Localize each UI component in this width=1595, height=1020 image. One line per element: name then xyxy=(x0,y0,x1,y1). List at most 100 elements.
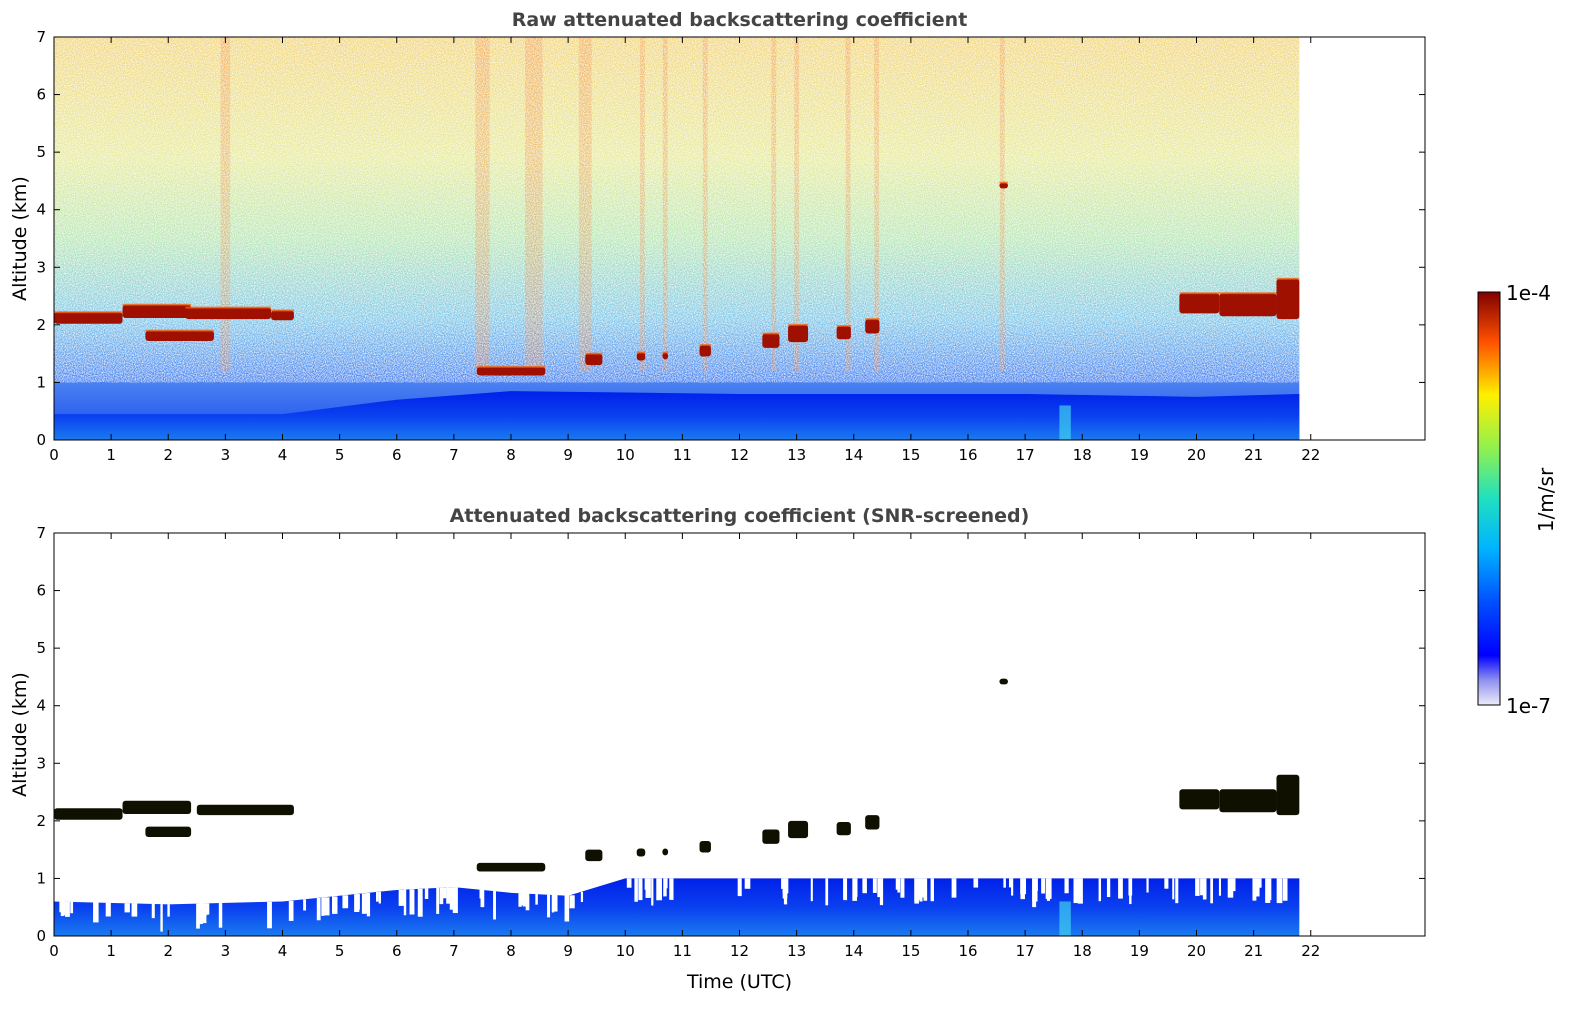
x-tick-label: 4 xyxy=(278,446,288,464)
screened-gap xyxy=(897,878,900,893)
y-tick-label: 3 xyxy=(36,754,46,772)
boundary-layer xyxy=(54,878,1300,936)
cloud-edge xyxy=(145,329,214,332)
x-tick-label: 18 xyxy=(1073,942,1092,960)
cloud-edge xyxy=(585,352,603,355)
screened-gap xyxy=(403,889,407,916)
screened-gap xyxy=(669,878,674,900)
screened-gap xyxy=(1277,878,1283,904)
cloud-layer xyxy=(999,182,1008,189)
cloud-layer xyxy=(145,826,192,837)
x-tick-label: 5 xyxy=(335,446,345,464)
screened-gap xyxy=(1098,878,1102,902)
cloud-edge xyxy=(788,323,809,326)
cloud-layer xyxy=(271,310,294,321)
screened-gap xyxy=(288,900,294,921)
screened-gap xyxy=(634,878,638,902)
screened-gap xyxy=(436,887,440,914)
x-tick-label: 1 xyxy=(106,446,116,464)
screened-gap xyxy=(951,878,957,898)
x-tick-label: 21 xyxy=(1244,942,1263,960)
cloud-layer xyxy=(1276,278,1300,320)
screened-gap xyxy=(1195,878,1200,896)
cloud-layer xyxy=(1276,774,1300,816)
screened-gap xyxy=(737,878,742,897)
cloud-edge xyxy=(999,181,1008,184)
x-tick-label: 7 xyxy=(449,942,459,960)
screened-gap xyxy=(1252,878,1257,901)
screened-gap xyxy=(361,893,368,914)
cloud-layer xyxy=(836,822,851,836)
y-tick-label: 2 xyxy=(36,316,46,334)
screened-gap xyxy=(853,878,858,897)
cloud-layer xyxy=(636,352,646,361)
screened-gap xyxy=(1003,878,1006,888)
cloud-layer xyxy=(762,333,780,348)
screened-gap xyxy=(569,895,575,909)
panel-title: Raw attenuated backscattering coefficien… xyxy=(512,9,968,31)
screened-gap xyxy=(547,894,551,918)
cloud-edge xyxy=(122,303,192,306)
screened-gap xyxy=(493,891,496,920)
screened-gap xyxy=(843,878,847,900)
screened-gap xyxy=(862,878,867,894)
x-tick-label: 17 xyxy=(1016,942,1035,960)
y-tick-label: 1 xyxy=(36,373,46,391)
y-tick-label: 2 xyxy=(36,812,46,830)
x-tick-label: 11 xyxy=(673,942,692,960)
screened-gap xyxy=(825,878,829,906)
cloud-layer xyxy=(865,815,880,830)
colorbar-gradient xyxy=(1477,291,1501,706)
x-tick-label: 21 xyxy=(1244,446,1263,464)
cloud-layer xyxy=(662,848,669,856)
x-tick-label: 20 xyxy=(1187,942,1206,960)
screened-gap xyxy=(1254,878,1260,897)
screened-gap xyxy=(65,901,70,917)
cloud-layer xyxy=(54,312,123,324)
precip-column xyxy=(1059,901,1071,936)
cloud-edge xyxy=(476,365,546,368)
x-tick-label: 0 xyxy=(49,446,59,464)
screened-gap xyxy=(303,899,307,911)
screened-gap xyxy=(664,878,668,889)
screened-gap xyxy=(378,891,381,904)
cloud-edge xyxy=(699,344,711,347)
y-tick-label: 4 xyxy=(36,201,46,219)
colorbar-unit-label: 1/m/sr xyxy=(1534,467,1558,532)
screened-gap xyxy=(131,903,138,917)
y-tick-label: 7 xyxy=(36,524,46,542)
raw-backscatter-panel: Raw attenuated backscattering coefficien… xyxy=(9,9,1426,464)
screened-gap xyxy=(973,878,979,888)
x-tick-label: 7 xyxy=(449,446,459,464)
cloud-layer xyxy=(788,324,809,343)
cloud-layer xyxy=(699,841,711,853)
cloud-layer xyxy=(1179,789,1220,810)
y-tick-label: 5 xyxy=(36,143,46,161)
y-tick-label: 6 xyxy=(36,582,46,600)
x-tick-label: 2 xyxy=(163,942,173,960)
cloud-edge xyxy=(865,318,880,321)
cloud-layer xyxy=(636,848,646,857)
y-tick-label: 0 xyxy=(36,431,46,449)
screened-gap xyxy=(1008,878,1013,888)
screened-gap xyxy=(580,891,584,903)
cloud-edge xyxy=(1276,277,1300,280)
y-tick-label: 6 xyxy=(36,86,46,104)
screened-gap xyxy=(923,878,928,901)
x-tick-label: 2 xyxy=(163,446,173,464)
x-tick-label: 16 xyxy=(958,942,977,960)
screened-gap xyxy=(810,878,813,902)
y-axis-label: Altitude (km) xyxy=(9,672,31,797)
x-tick-label: 3 xyxy=(221,446,231,464)
cloud-edge xyxy=(1219,292,1277,295)
cloud-edge xyxy=(185,306,272,309)
screened-gap xyxy=(151,903,155,919)
y-tick-label: 1 xyxy=(36,869,46,887)
cloud-layer xyxy=(1179,293,1220,314)
x-tick-label: 1 xyxy=(106,942,116,960)
screened-gap xyxy=(70,901,74,914)
screened-gap xyxy=(518,893,522,907)
screened-gap xyxy=(656,878,662,901)
cloud-layer xyxy=(1219,789,1277,813)
